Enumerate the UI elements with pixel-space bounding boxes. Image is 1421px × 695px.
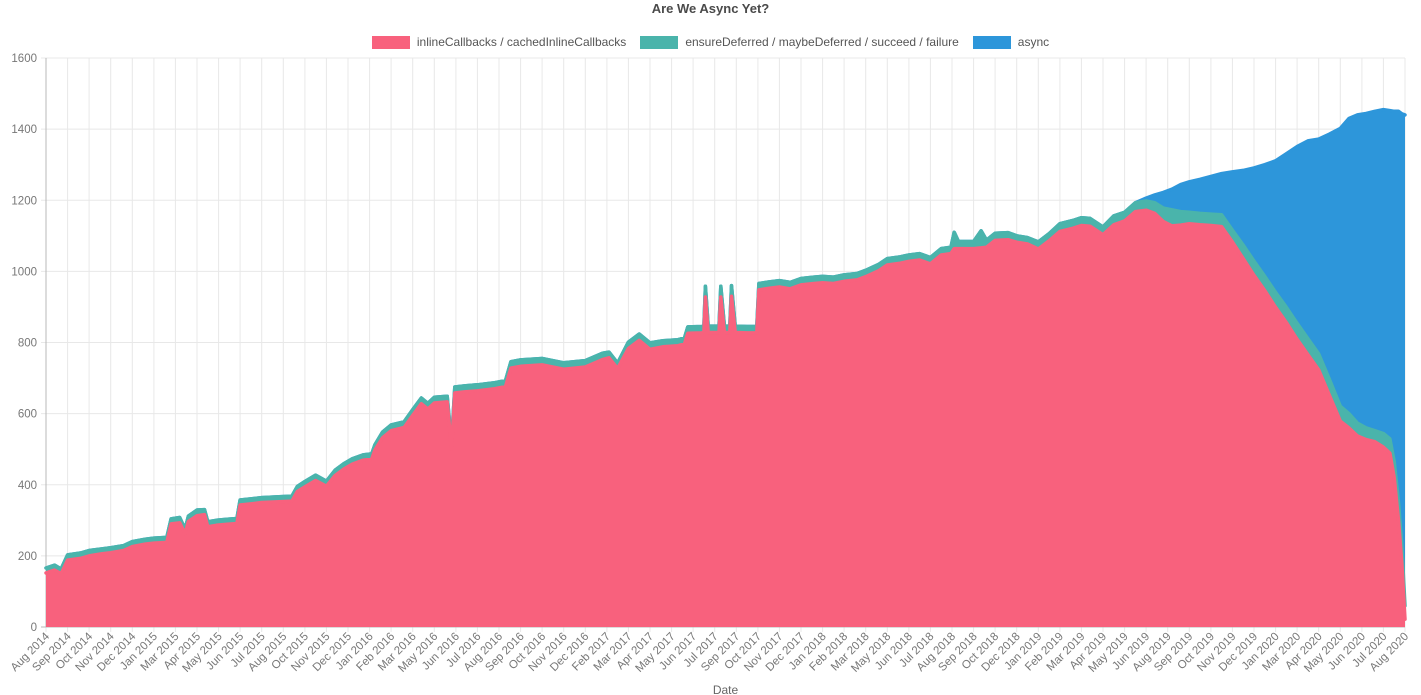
legend: inlineCallbacks / cachedInlineCallbacks … (0, 35, 1421, 49)
legend-item-async[interactable]: async (972, 35, 1050, 49)
svg-text:1200: 1200 (11, 195, 37, 207)
svg-text:400: 400 (18, 480, 37, 492)
svg-text:0: 0 (31, 622, 37, 634)
svg-text:200: 200 (18, 551, 37, 563)
chart-title: Are We Async Yet? (651, 1, 770, 16)
x-axis-title: Date (713, 683, 739, 695)
legend-swatch-ensuredeferred (640, 35, 679, 49)
legend-swatch-inlinecallbacks (371, 35, 410, 49)
svg-text:1600: 1600 (11, 53, 37, 65)
svg-text:600: 600 (18, 409, 37, 421)
legend-label-ensuredeferred: ensureDeferred / maybeDeferred / succeed… (685, 35, 959, 49)
legend-item-inlinecallbacks[interactable]: inlineCallbacks / cachedInlineCallbacks (371, 35, 627, 49)
legend-label-async: async (1017, 35, 1050, 49)
svg-text:1400: 1400 (11, 124, 37, 136)
svg-text:1000: 1000 (11, 266, 37, 278)
legend-item-ensuredeferred[interactable]: ensureDeferred / maybeDeferred / succeed… (640, 35, 959, 49)
legend-label-inlinecallbacks: inlineCallbacks / cachedInlineCallbacks (416, 35, 627, 49)
legend-swatch-async (972, 35, 1011, 49)
svg-text:800: 800 (18, 338, 37, 350)
